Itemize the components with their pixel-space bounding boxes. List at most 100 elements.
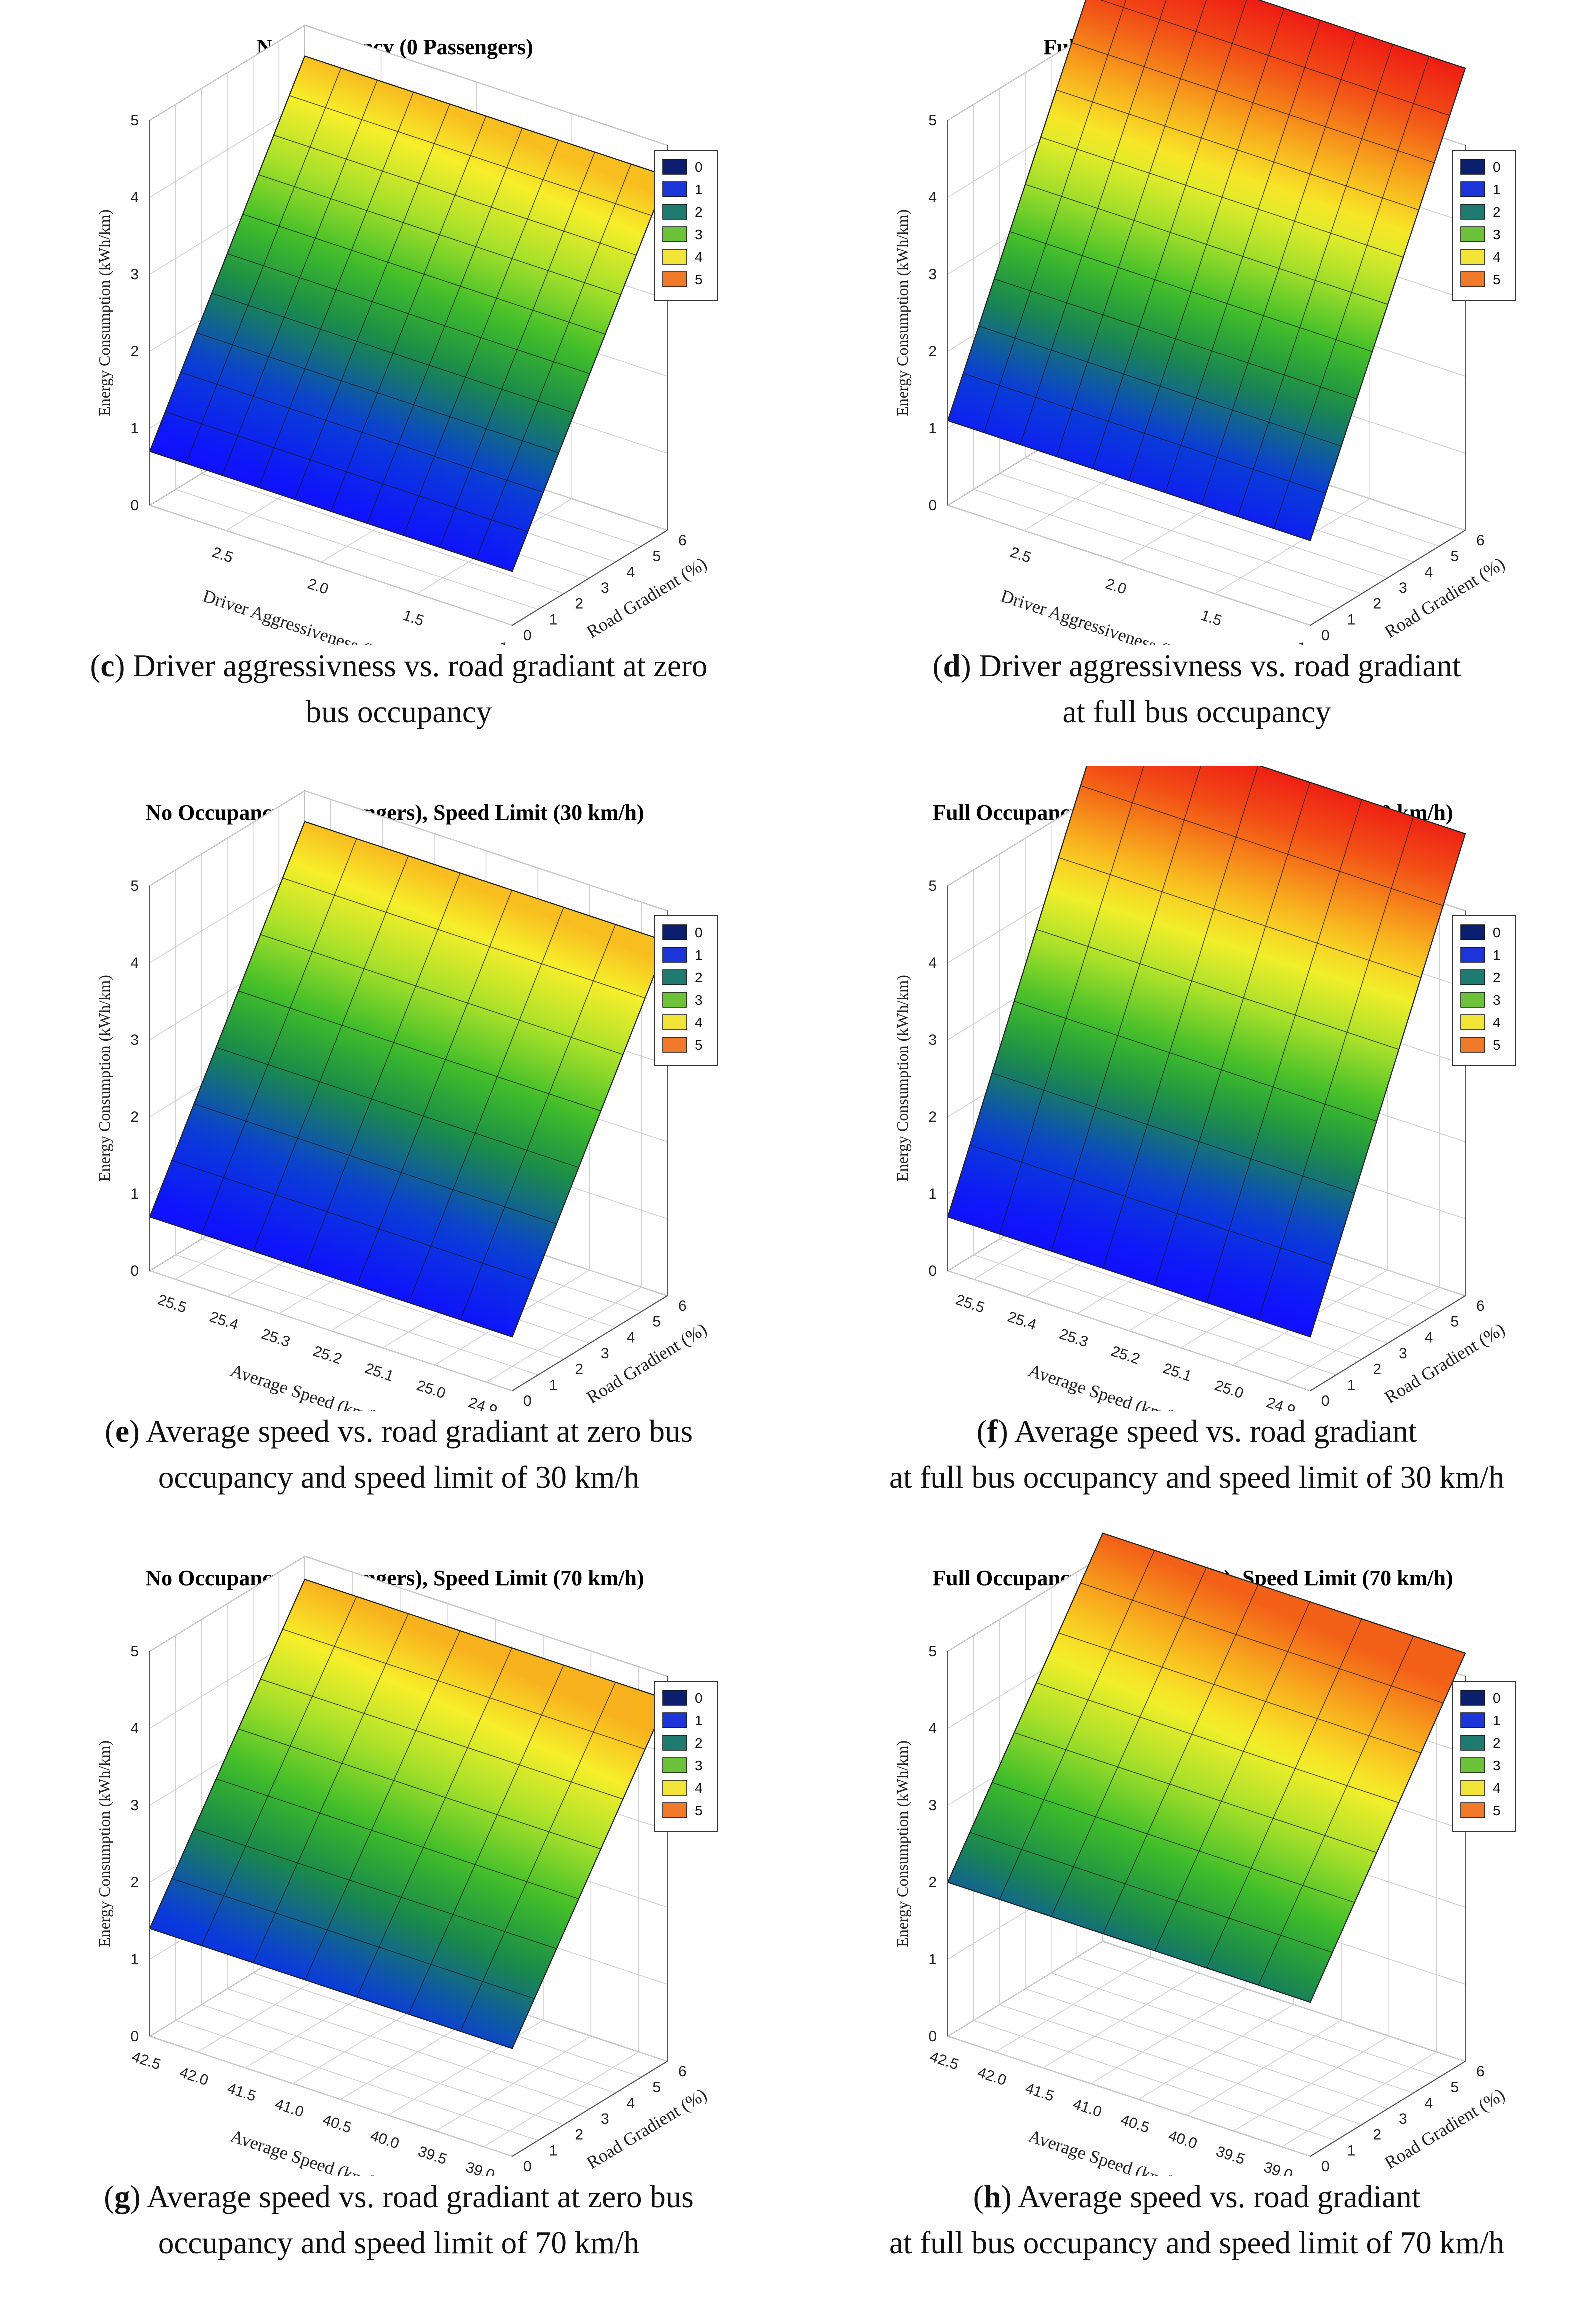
chart-panel-c: No Occupancy (0 Passengers) 0 1 2 3 4 5 2.5 2.0 1…	[0, 0, 798, 766]
x-tick-label: 25.4	[1006, 1309, 1038, 1334]
legend-swatch	[662, 181, 688, 197]
y-tick-label: 4	[627, 564, 636, 580]
x-tick-label: 25.1	[1161, 1360, 1194, 1385]
legend-label: 3	[695, 227, 703, 242]
legend-label: 3	[1493, 992, 1501, 1008]
legend-label: 1	[1493, 182, 1501, 197]
caption-letter: d	[943, 648, 961, 683]
y-tick-label: 1	[1348, 2142, 1356, 2159]
x-axis-label: Driver Aggressiveness (Level)	[200, 586, 416, 645]
x-tick-label: 25.3	[260, 1326, 292, 1351]
y-tick-label: 1	[550, 1377, 558, 1393]
y-tick-label: 5	[652, 548, 661, 565]
y-tick-label: 5	[1450, 2079, 1459, 2096]
x-tick-label: 41.5	[226, 2080, 258, 2105]
y-tick-label: 6	[678, 2063, 687, 2080]
legend-label: 2	[1493, 204, 1501, 220]
legend-label: 2	[695, 1735, 703, 1751]
z-tick-label: 1	[130, 1186, 139, 1202]
z-tick-label: 1	[928, 1951, 937, 1968]
legend-swatch	[662, 1690, 688, 1706]
caption-line-2: bus occupancy	[306, 694, 492, 729]
x-tick-label: 25.0	[1213, 1377, 1246, 1402]
legend-label: 5	[695, 1037, 703, 1053]
z-tick-label: 3	[928, 266, 937, 283]
y-tick-label: 3	[1399, 580, 1408, 596]
chart-panel-f: Full Occupancy (75 Passengers), Speed Li…	[798, 766, 1596, 1531]
legend-swatch	[1460, 249, 1486, 265]
legend-swatch	[662, 204, 688, 220]
x-axis-label: Average Speed (km/h)	[1026, 2126, 1186, 2176]
caption-letter: e	[115, 1414, 130, 1449]
legend-label: 4	[1493, 1015, 1501, 1030]
y-tick-label: 6	[1476, 2063, 1485, 2080]
z-tick-label: 0	[928, 1263, 937, 1279]
legend-swatch	[1460, 947, 1486, 963]
z-tick-label: 5	[130, 1643, 139, 1660]
z-tick-label: 5	[928, 112, 937, 129]
x-tick-label: 25.2	[1110, 1343, 1142, 1368]
x-tick-label: 2.0	[306, 575, 330, 597]
z-axis-label: Energy Consumption (kWh/km)	[96, 209, 114, 416]
z-axis-label: Energy Consumption (kWh/km)	[894, 1740, 912, 1947]
x-tick-label: 41.0	[273, 2096, 306, 2121]
y-tick-label: 2	[575, 2127, 584, 2143]
x-tick-label: 41.0	[1071, 2096, 1104, 2121]
y-tick-label: 2	[1373, 1361, 1382, 1378]
y-tick-label: 4	[1425, 564, 1434, 580]
x-tick-label: 39.5	[416, 2143, 449, 2168]
x-tick-label: 40.5	[321, 2111, 354, 2136]
legend-label: 4	[695, 249, 703, 265]
chart-svg-c: No Occupancy (0 Passengers)0123452.52.01…	[96, 24, 718, 645]
x-tick-label: 42.0	[178, 2064, 210, 2089]
x-tick-label: 25.4	[208, 1309, 240, 1334]
legend-swatch	[662, 271, 688, 287]
surface-mesh	[172, 838, 646, 1320]
legend-swatch	[662, 1802, 688, 1818]
figure-caption: (g) Average speed vs. road gradiant at z…	[0, 2174, 798, 2266]
legend-swatch	[1460, 1780, 1486, 1796]
chart-svg-d: Full Occupancy (75 Passengers)0123452.52…	[894, 0, 1516, 645]
y-tick-label: 5	[652, 2079, 661, 2096]
y-tick-label: 4	[1425, 2095, 1434, 2111]
caption-line-2: at full bus occupancy and speed limit of…	[890, 2225, 1504, 2260]
legend-label: 2	[695, 970, 703, 985]
z-tick-label: 3	[130, 1032, 139, 1048]
legend-label: 0	[695, 159, 703, 175]
chart-svg-e: No Occupancy (0 Passengers), Speed Limit…	[96, 790, 718, 1411]
legend-label: 4	[1493, 249, 1501, 265]
legend-swatch	[1460, 226, 1486, 242]
z-tick-label: 4	[928, 189, 937, 206]
legend-label: 0	[695, 925, 703, 940]
legend-label: 1	[695, 182, 703, 197]
x-tick-label: 40.5	[1119, 2111, 1152, 2136]
figure-caption: (c) Driver aggressivness vs. road gradia…	[0, 643, 798, 735]
legend-label: 5	[695, 272, 703, 287]
chart-panel-h: Full Occupancy (75 Passengers), Speed Li…	[798, 1531, 1596, 2297]
y-tick-label: 3	[1399, 2111, 1408, 2127]
y-tick-label: 4	[1425, 1329, 1434, 1346]
y-tick-label: 1	[1348, 1377, 1356, 1393]
x-tick-label: 41.5	[1024, 2080, 1056, 2105]
legend-label: 1	[1493, 1713, 1501, 1728]
y-tick-label: 0	[1322, 2158, 1330, 2175]
surface-mesh	[165, 68, 652, 560]
y-tick-label: 4	[627, 1329, 636, 1346]
caption-line-2: at full bus occupancy	[1062, 694, 1332, 729]
y-tick-label: 2	[1373, 2127, 1382, 2143]
y-tick-label: 5	[652, 1314, 661, 1330]
x-tick-label: 25.0	[415, 1377, 448, 1402]
legend-swatch	[1460, 1712, 1486, 1728]
y-tick-label: 0	[1322, 1393, 1330, 1409]
caption-letter: g	[114, 2179, 130, 2214]
z-tick-label: 3	[928, 1797, 937, 1814]
legend-label: 2	[1493, 1735, 1501, 1751]
legend-label: 4	[695, 1780, 703, 1796]
z-tick-label: 4	[130, 1720, 139, 1737]
surface-mesh	[172, 1596, 646, 2032]
x-tick-label: 25.3	[1058, 1326, 1090, 1351]
y-tick-label: 2	[575, 596, 584, 612]
x-tick-label: 39.5	[1214, 2143, 1247, 2168]
legend-swatch	[1460, 204, 1486, 220]
